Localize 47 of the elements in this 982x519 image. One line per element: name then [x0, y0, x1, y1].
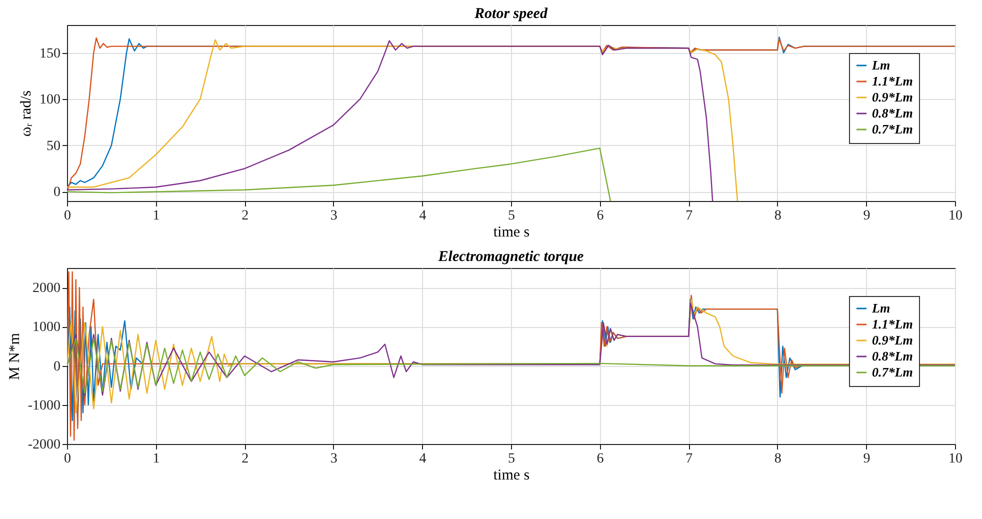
y-tick-label: -1000 — [28, 398, 60, 414]
x-tick-label: 0 — [64, 452, 71, 466]
x-tick-label: 6 — [596, 208, 604, 224]
legend-label: 1.1*Lm — [872, 74, 913, 88]
chart-title: Electromagnetic torque — [437, 249, 584, 265]
x-tick-label: 2 — [242, 452, 249, 466]
y-axis-title: M N*m — [6, 332, 23, 380]
x-tick-label: 6 — [596, 452, 604, 466]
legend-label: Lm — [871, 58, 890, 72]
x-tick-label: 2 — [242, 208, 249, 224]
x-tick-label: 9 — [863, 452, 870, 466]
chart-title: Rotor speed — [474, 6, 548, 22]
y-tick-label: 50 — [46, 138, 60, 154]
x-tick-label: 5 — [508, 208, 515, 224]
x-tick-label: 7 — [686, 208, 693, 224]
x-tick-label: 0 — [64, 208, 71, 224]
x-axis-title: time s — [493, 468, 530, 484]
x-axis-title: time s — [493, 224, 530, 240]
x-tick-label: 10 — [948, 452, 962, 466]
x-tick-label: 7 — [686, 452, 693, 466]
legend-label: 0.7*Lm — [872, 364, 913, 380]
y-tick-label: 0 — [54, 359, 60, 374]
legend-label: 1.1*Lm — [872, 316, 913, 332]
x-tick-label: 3 — [330, 208, 338, 224]
legend-label: 0.7*Lm — [872, 122, 913, 136]
legend-label: 0.8*Lm — [872, 106, 913, 120]
legend-label: Lm — [871, 300, 890, 316]
x-tick-label: 3 — [330, 452, 338, 466]
x-tick-label: 4 — [419, 208, 426, 224]
y-tick-label: -2000 — [28, 438, 60, 452]
x-tick-label: 4 — [419, 452, 426, 466]
y-tick-label: 0 — [54, 185, 60, 200]
x-tick-label: 8 — [774, 452, 782, 466]
y-tick-label: 100 — [40, 92, 60, 108]
y-tick-label: 2000 — [32, 281, 60, 296]
y-tick-label: 150 — [40, 46, 60, 62]
x-tick-label: 10 — [948, 208, 962, 224]
x-tick-label: 1 — [152, 208, 160, 224]
y-tick-label: 1000 — [32, 320, 60, 336]
y-axis-title: ωᵣ rad/s — [18, 90, 34, 137]
x-tick-label: 8 — [774, 208, 782, 224]
legend-label: 0.8*Lm — [872, 348, 913, 364]
legend-label: 0.9*Lm — [872, 90, 913, 104]
x-tick-label: 1 — [152, 452, 160, 466]
x-tick-label: 5 — [508, 452, 515, 466]
x-tick-label: 9 — [863, 208, 870, 224]
legend-label: 0.9*Lm — [872, 332, 913, 348]
